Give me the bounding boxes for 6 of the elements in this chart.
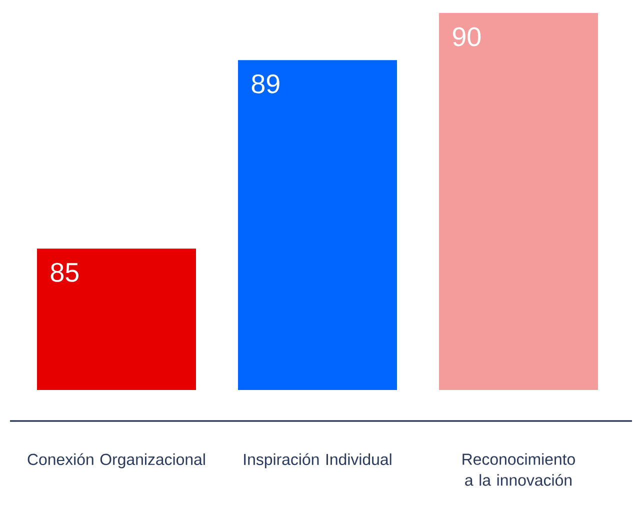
x-tick-label: Reconocimiento a la innovación (462, 453, 575, 486)
data-label: 90 (452, 27, 481, 46)
x-tick-label: Conexión Organizacional (28, 453, 205, 468)
data-label: 89 (252, 74, 280, 94)
data-label: 85 (50, 262, 78, 282)
x-tick-label: Inspiración Individual (244, 453, 392, 468)
